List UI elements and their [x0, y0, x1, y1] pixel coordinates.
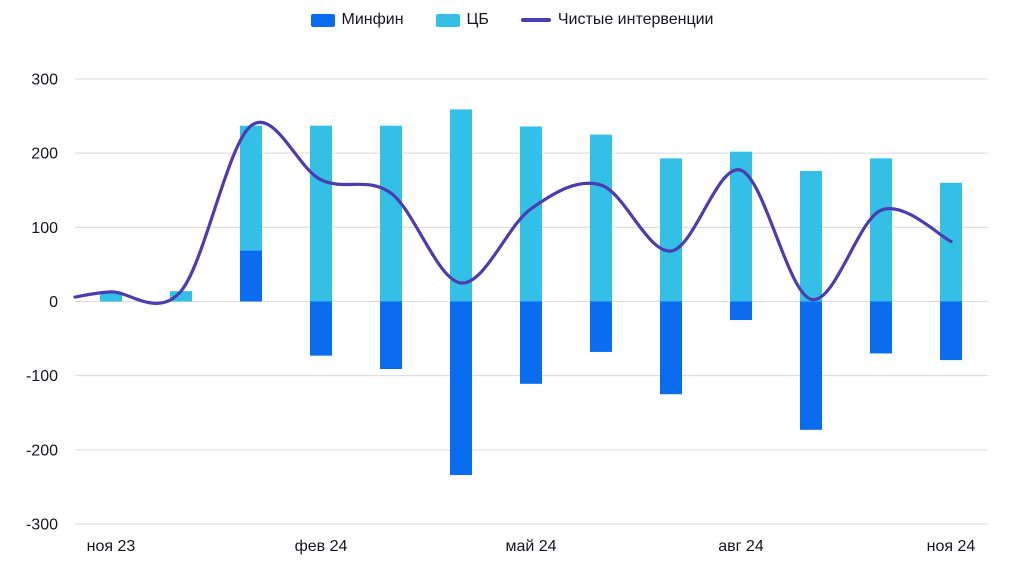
bar-cb [310, 125, 332, 302]
bar-cb [730, 151, 752, 302]
y-axis-tick-label: 300 [31, 72, 58, 89]
x-axis-tick-label: май 24 [505, 538, 556, 555]
bar-minfin [590, 301, 612, 352]
bar-cb [800, 170, 822, 302]
y-axis-tick-label: -200 [26, 442, 58, 459]
x-axis-tick-label: ноя 23 [87, 538, 136, 555]
bar-minfin [800, 301, 822, 430]
net-interventions-line [73, 120, 953, 305]
bar-cb [170, 291, 192, 302]
bar-cb [240, 125, 262, 251]
bar-minfin [310, 301, 332, 356]
minfin-swatch-icon [310, 13, 335, 27]
bar-minfin [380, 301, 402, 369]
y-axis-tick-label: -300 [26, 517, 58, 534]
bar-cb [870, 158, 892, 302]
bar-minfin [660, 301, 682, 395]
bar-minfin [870, 301, 892, 354]
x-axis-tick-label: ноя 24 [927, 538, 976, 555]
bar-cb [660, 158, 682, 302]
legend-label-minfin: Минфин [341, 11, 404, 28]
legend-item-net-interventions: Чистые интервенции [520, 9, 714, 31]
bar-cb [520, 126, 542, 302]
bar-cb [380, 125, 402, 302]
bar-minfin [520, 301, 542, 384]
legend-item-cb: ЦБ [435, 9, 489, 31]
x-axis-tick-label: фев 24 [295, 538, 348, 555]
bar-minfin [940, 301, 962, 361]
bar-cb [450, 109, 472, 302]
legend-item-minfin: Минфин [310, 9, 404, 31]
bar-minfin [240, 250, 262, 302]
x-axis-tick-label: авг 24 [718, 538, 764, 555]
chart-legend: Минфин ЦБ Чистые интервенции [0, 9, 1024, 31]
net-interventions-line-icon [520, 18, 551, 22]
bar-cb [590, 134, 612, 302]
legend-label-cb: ЦБ [466, 11, 489, 28]
y-axis-tick-label: 200 [31, 146, 58, 163]
legend-label-net-interventions: Чистые интервенции [557, 11, 714, 28]
y-axis-tick-label: 0 [49, 294, 58, 311]
bar-cb [100, 291, 122, 302]
y-axis-tick-label: 100 [31, 220, 58, 237]
y-axis-tick-label: -100 [26, 368, 58, 385]
bar-minfin [730, 301, 752, 321]
bar-minfin [450, 301, 472, 476]
cb-swatch-icon [435, 13, 460, 27]
